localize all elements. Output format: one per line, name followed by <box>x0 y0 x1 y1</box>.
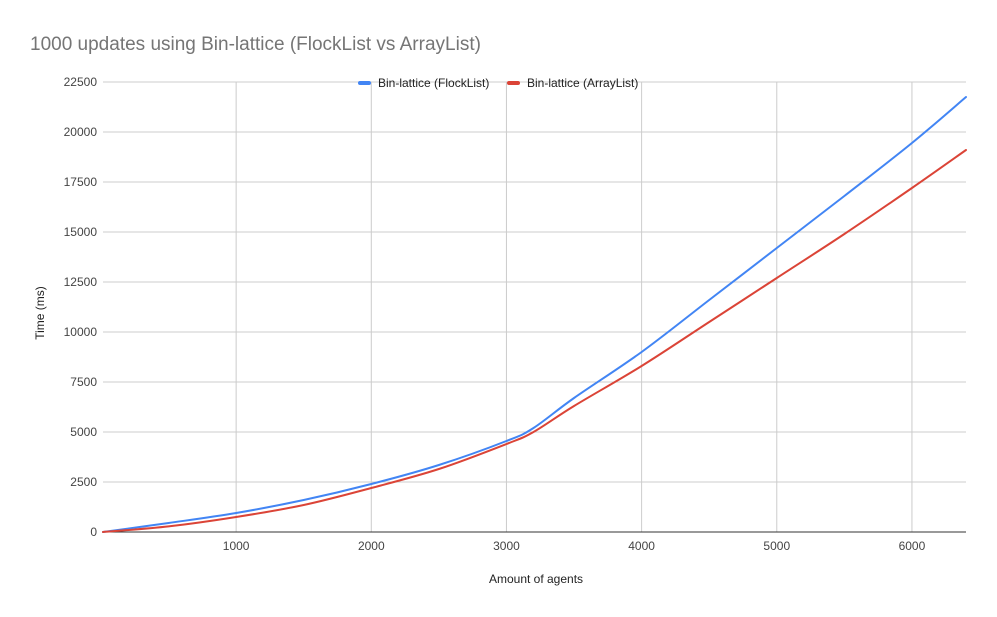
legend-swatch <box>507 81 520 85</box>
legend: Bin-lattice (FlockList) Bin-lattice (Arra… <box>358 76 638 90</box>
legend-label: Bin-lattice (ArrayList) <box>527 76 638 90</box>
legend-swatch <box>358 81 371 85</box>
x-tick-label: 4000 <box>628 539 655 553</box>
x-tick-label: 1000 <box>223 539 250 553</box>
y-tick-label: 0 <box>90 525 97 539</box>
y-tick-label: 22500 <box>64 75 98 89</box>
x-tick-label: 2000 <box>358 539 385 553</box>
chart-title: 1000 updates using Bin-lattice (FlockLis… <box>30 34 481 55</box>
tick-labels: 0 2500 5000 7500 10000 12500 15000 17500 20000 22… <box>64 75 926 553</box>
x-tick-label: 5000 <box>763 539 790 553</box>
series-line-0 <box>102 96 967 533</box>
y-tick-label: 2500 <box>70 475 97 489</box>
x-tick-label: 3000 <box>493 539 520 553</box>
legend-label: Bin-lattice (FlockList) <box>378 76 489 90</box>
y-tick-label: 10000 <box>64 325 98 339</box>
grid-lines <box>103 81 966 533</box>
y-tick-label: 15000 <box>64 225 98 239</box>
y-tick-label: 5000 <box>70 425 97 439</box>
series-lines <box>102 96 967 533</box>
x-axis-label: Amount of agents <box>489 572 583 586</box>
y-tick-label: 17500 <box>64 175 98 189</box>
y-tick-label: 12500 <box>64 275 98 289</box>
y-tick-label: 20000 <box>64 125 98 139</box>
y-tick-label: 7500 <box>70 375 97 389</box>
x-tick-label: 6000 <box>899 539 926 553</box>
y-axis-label: Time (ms) <box>33 286 47 340</box>
series-line-1 <box>102 149 967 533</box>
